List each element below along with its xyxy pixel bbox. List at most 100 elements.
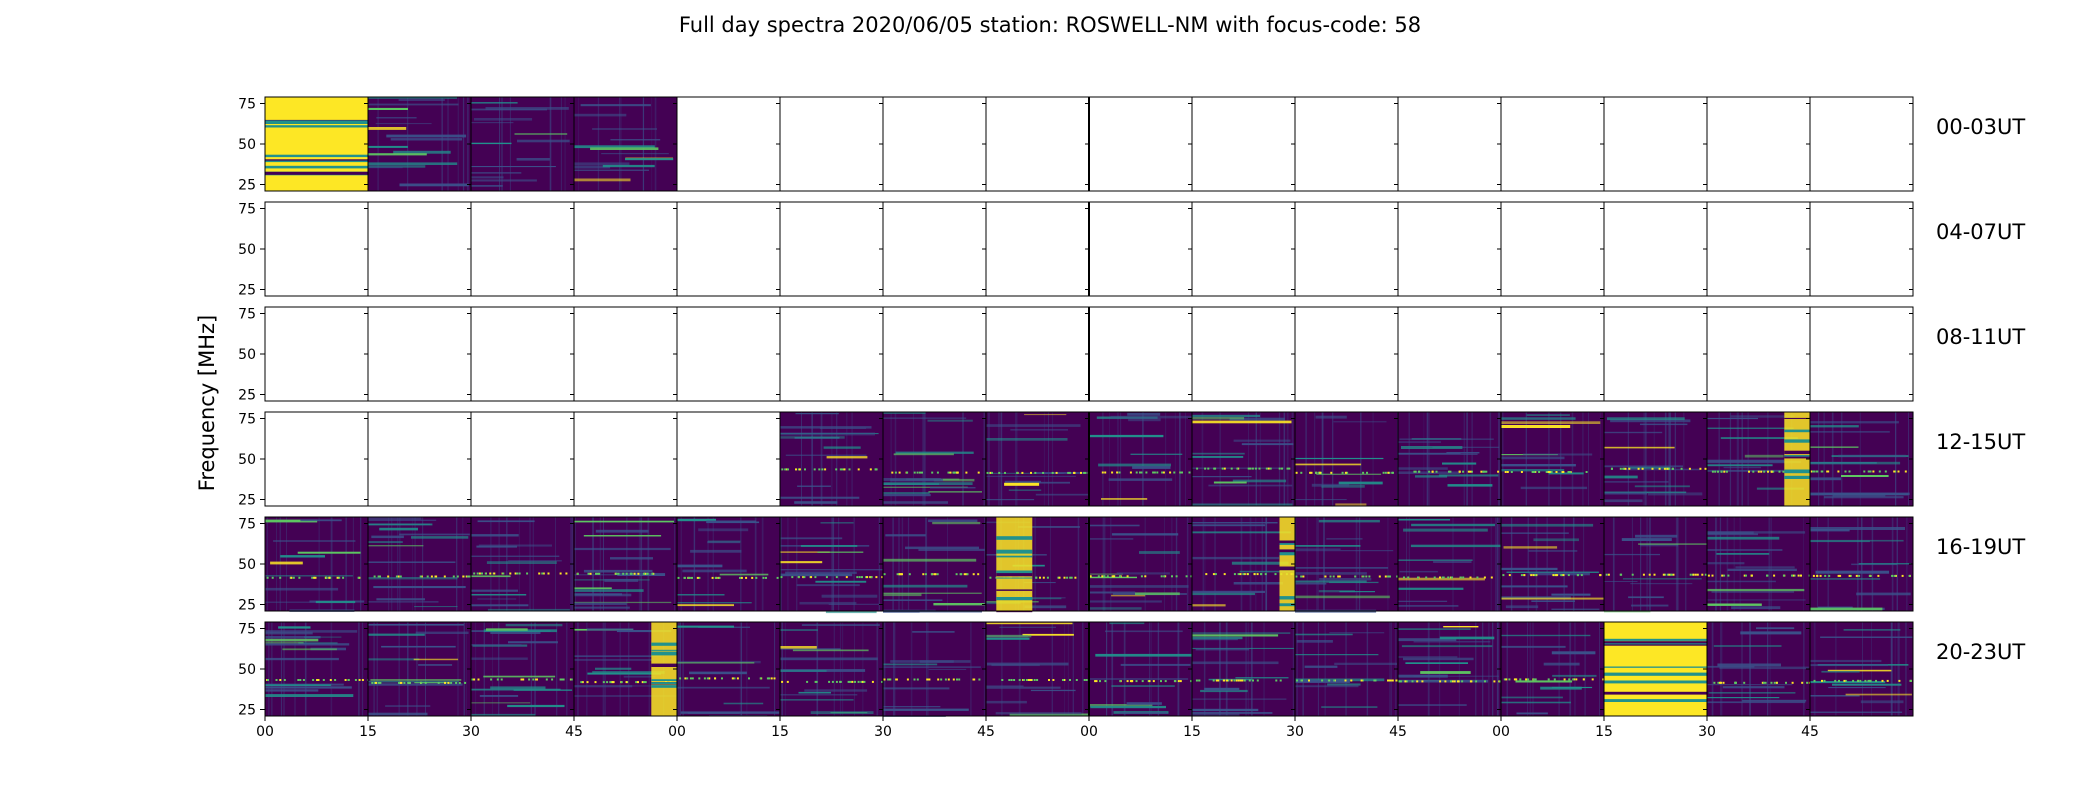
x-tick-label: 30: [1286, 724, 1304, 740]
row-label: 16-19UT: [1936, 535, 2025, 559]
chart-title: Full day spectra 2020/06/05 station: ROS…: [679, 13, 1421, 37]
spectra-row: 25 50 75 00-03UT: [238, 96, 2025, 194]
spectrum-panel: [1397, 96, 1502, 192]
spectrum-panel: [264, 306, 369, 402]
spectrum-panel: [470, 516, 575, 612]
y-tick-label: 25: [238, 388, 256, 404]
spectrum-panel: [779, 621, 885, 717]
spectrum-panel: [882, 201, 987, 297]
spectrum-panel: [1603, 201, 1708, 297]
spectrum-panel: [264, 516, 370, 612]
spectrum-panel: [1294, 306, 1399, 402]
spectrum-panel: [985, 306, 1090, 402]
spectrum-panel: [573, 621, 679, 717]
x-tick-label: 00: [1080, 724, 1098, 740]
spectrum-panel: [779, 306, 884, 402]
spectrum-panel: [882, 96, 987, 192]
spectrum-panel: [573, 411, 678, 507]
spectrum-panel: [676, 201, 781, 297]
spectrum-panel: [882, 306, 987, 402]
spectrum-panel: [367, 96, 472, 192]
x-tick-label: 45: [977, 724, 995, 740]
spectrum-panel: [779, 411, 884, 507]
x-tick-label: 45: [565, 724, 583, 740]
spectrum-panel: [882, 411, 987, 507]
spectrum-panel: [676, 96, 781, 192]
spectrum-panel: [1603, 306, 1708, 402]
spectrum-panel: [573, 306, 678, 402]
y-tick-label: 75: [238, 622, 256, 638]
spectrum-panel: [1397, 201, 1502, 297]
spectrum-panel: [367, 516, 472, 612]
spectrum-panel: [1809, 621, 1914, 717]
x-tick-label: 45: [1801, 724, 1819, 740]
spectrum-panel: [1809, 201, 1914, 297]
spectrum-panel: [985, 201, 1090, 297]
spectrum-panel: [1500, 201, 1605, 297]
spectra-row: 25 50 75 20-23UT: [238, 621, 2025, 719]
spectrum-panel: [1706, 621, 1811, 717]
spectrum-panel: [1809, 411, 1914, 507]
spectrum-panel: [676, 621, 781, 717]
y-tick-label: 75: [238, 97, 256, 113]
spectrum-panel: [1397, 621, 1503, 717]
spectra-row: 25 50 75 16-19UT: [238, 516, 2025, 614]
spectrum-panel: [1500, 96, 1605, 192]
spectrum-panel: [1706, 306, 1811, 402]
y-tick-label: 25: [238, 493, 256, 509]
spectrum-panel: [1088, 516, 1193, 612]
x-tick-label: 00: [1492, 724, 1510, 740]
spectrum-panel: [779, 201, 884, 297]
x-tick-label: 30: [874, 724, 892, 740]
spectrum-panel: [1706, 96, 1811, 192]
spectrum-panel: [676, 411, 781, 507]
spectrum-panel: [1088, 96, 1193, 192]
spectrum-panel: [1191, 201, 1296, 297]
spectrum-panel: [1500, 621, 1605, 717]
spectra-row: 25 50 75 12-15UT: [238, 411, 2025, 509]
spectrum-panel: [1088, 201, 1193, 297]
x-tick-label: 30: [462, 724, 480, 740]
y-tick-label: 50: [238, 452, 256, 468]
spectrum-panel: [573, 96, 678, 192]
spectrum-panel: [470, 96, 575, 192]
spectrum-panel: [264, 201, 369, 297]
spectrum-panel: [1294, 411, 1399, 507]
x-tick-label: 15: [771, 724, 789, 740]
spectrum-panel: [1191, 96, 1296, 192]
spectrum-panel: [573, 201, 678, 297]
spectrum-panel: [367, 621, 472, 717]
spectrum-panel: [367, 411, 472, 507]
x-tick-label: 30: [1698, 724, 1716, 740]
y-tick-label: 50: [238, 557, 256, 573]
row-label: 04-07UT: [1936, 220, 2025, 244]
x-tick-label: 15: [1183, 724, 1201, 740]
row-label: 12-15UT: [1936, 430, 2025, 454]
x-axis: 00 15 30 45 00 15 30 45 00 15 30 45 00 15 30 45: [256, 716, 1819, 740]
y-tick-label: 50: [238, 137, 256, 153]
spectrum-panel: [1294, 201, 1399, 297]
y-tick-label: 25: [238, 178, 256, 194]
y-tick-label: 25: [238, 283, 256, 299]
spectrum-panel: [1397, 516, 1503, 612]
spectrum-panel: [1294, 516, 1399, 613]
spectrum-panel: [470, 621, 576, 717]
spectrum-panel: [985, 411, 1091, 507]
spectrum-panel: [1500, 516, 1605, 612]
spectrum-panel: [1191, 306, 1296, 402]
spectrum-panel: [1500, 411, 1605, 507]
spectrum-panel: [985, 96, 1090, 192]
spectrum-panel: [676, 306, 781, 402]
y-tick-label: 75: [238, 307, 256, 323]
spectrum-panel: [1191, 621, 1296, 717]
spectrum-panel: [1809, 96, 1914, 192]
spectrum-panel: [573, 516, 678, 612]
y-tick-label: 25: [238, 703, 256, 719]
spectrum-panel: [779, 516, 884, 614]
spectra-row: 25 50 75 08-11UT: [238, 306, 2025, 404]
spectrum-panel: [1603, 621, 1709, 717]
spectrum-panel: [1294, 96, 1399, 192]
x-tick-label: 15: [1595, 724, 1613, 740]
spectrum-panel: [470, 201, 575, 297]
